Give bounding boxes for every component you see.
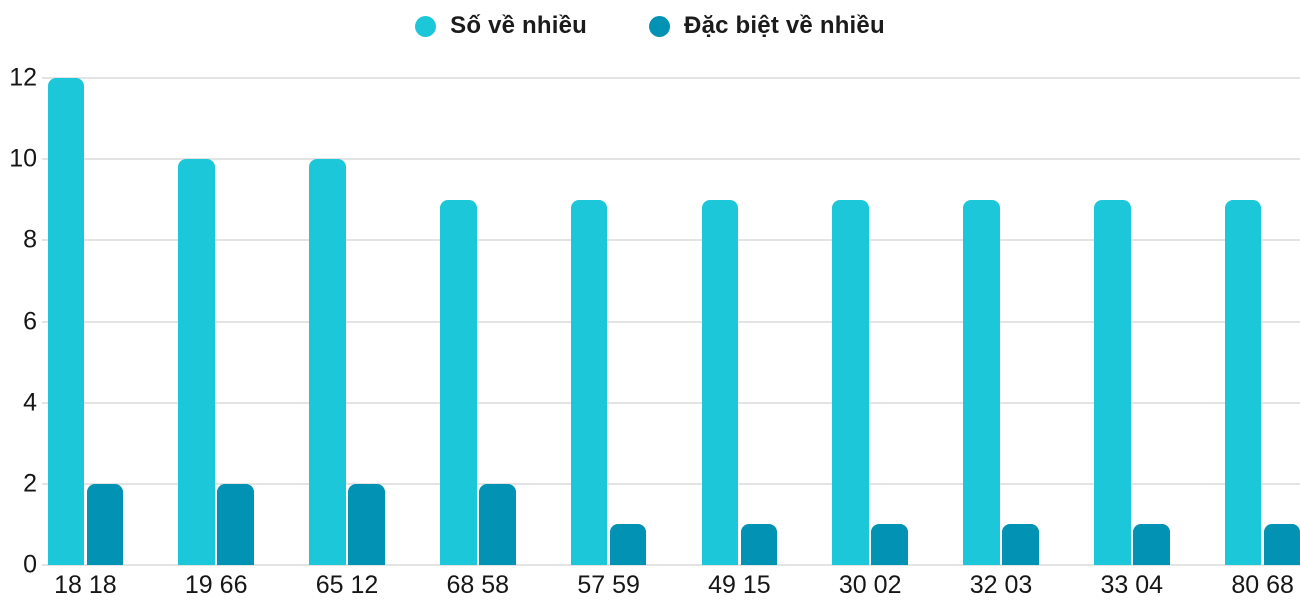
legend-label: Đặc biệt về nhiều xyxy=(684,12,885,39)
y-axis-tick-label: 10 xyxy=(9,144,37,173)
bar-secondary[interactable] xyxy=(1002,524,1039,565)
x-axis-category-label: 65 12 xyxy=(315,571,379,599)
bar-secondary[interactable] xyxy=(86,483,124,565)
y-axis-tick-label: 6 xyxy=(23,307,37,335)
y-axis-tick-label: 0 xyxy=(23,550,37,579)
gridline xyxy=(42,320,1300,323)
bar-primary[interactable] xyxy=(832,199,869,565)
bar-primary[interactable] xyxy=(1224,199,1262,565)
bar-primary[interactable] xyxy=(309,159,346,565)
bar-secondary[interactable] xyxy=(1263,524,1300,565)
bar-secondary[interactable] xyxy=(348,483,385,565)
gridline xyxy=(42,158,1300,161)
y-axis-tick-label: 2 xyxy=(23,469,37,498)
x-axis-category-label: 57 59 xyxy=(577,571,640,599)
x-axis-category-label: 68 58 xyxy=(446,571,510,599)
legend-swatch-circle-icon xyxy=(649,15,671,37)
bar-primary[interactable] xyxy=(178,159,215,565)
y-axis-tick-label: 8 xyxy=(23,225,37,254)
gridline xyxy=(42,482,1300,485)
gridline xyxy=(42,564,1300,566)
gridline xyxy=(42,77,1300,79)
bar-secondary[interactable] xyxy=(740,524,778,565)
bar-secondary[interactable] xyxy=(871,524,908,565)
bar-primary[interactable] xyxy=(440,199,477,565)
gridline xyxy=(42,239,1300,242)
x-axis-category-label: 30 02 xyxy=(838,571,902,599)
y-axis-tick-label: 4 xyxy=(23,388,37,417)
y-axis-tick-label: 12 xyxy=(9,63,37,92)
legend-item-so-ve-nhieu[interactable]: Số về nhiều xyxy=(415,12,587,40)
x-axis-category-label: 80 68 xyxy=(1231,571,1294,599)
bar-secondary[interactable] xyxy=(217,483,254,565)
x-axis-category-label: 19 66 xyxy=(184,571,248,599)
bar-primary[interactable] xyxy=(47,78,85,565)
bar-secondary[interactable] xyxy=(609,524,647,565)
legend-item-dac-biet-ve-nhieu[interactable]: Đặc biệt về nhiều xyxy=(649,12,885,40)
legend-label: Số về nhiều xyxy=(450,12,588,39)
chart-legend: Số về nhiều Đặc biệt về nhiều xyxy=(0,11,1300,41)
x-axis-category-label: 49 15 xyxy=(708,571,771,599)
legend-swatch-circle-icon xyxy=(415,15,437,37)
bar-secondary[interactable] xyxy=(1133,524,1170,565)
x-axis-category-label: 32 03 xyxy=(969,571,1033,599)
bar-primary[interactable] xyxy=(701,199,739,565)
bar-primary[interactable] xyxy=(570,199,608,565)
x-axis-category-label: 33 04 xyxy=(1100,571,1164,599)
bar-primary[interactable] xyxy=(1094,199,1131,565)
bar-primary[interactable] xyxy=(963,199,1000,565)
bar-secondary[interactable] xyxy=(479,483,516,565)
gridline xyxy=(42,401,1300,404)
x-axis-category-label: 18 18 xyxy=(54,571,117,599)
